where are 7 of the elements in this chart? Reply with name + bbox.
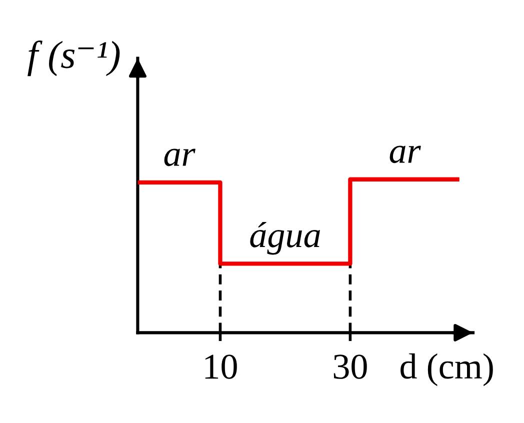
y-axis-title: f (s⁻¹) — [28, 40, 120, 76]
x-tick-label: 10 — [205, 354, 237, 379]
annotation: ar — [390, 146, 421, 164]
x-axis-title: d (cm) — [400, 353, 493, 386]
x-tick-label: 30 — [334, 354, 367, 379]
annotation: água — [250, 222, 320, 255]
annotation: ar — [164, 148, 196, 166]
